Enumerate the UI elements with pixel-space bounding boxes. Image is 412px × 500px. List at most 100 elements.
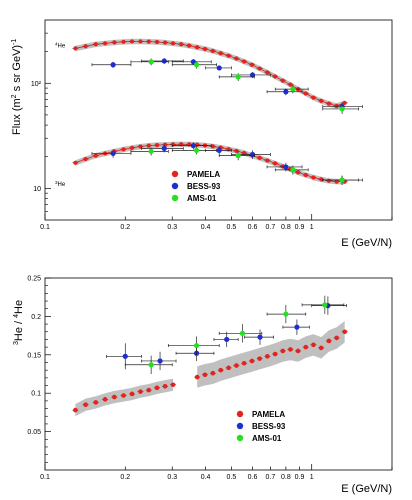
ratio-ams-01-point (193, 342, 200, 349)
flux-bess-93-point (110, 62, 116, 68)
flux-pamela-point (234, 56, 239, 61)
flux-bess-93-point (161, 145, 167, 152)
flux-pamela-point (342, 100, 347, 106)
flux-legend-marker (171, 170, 179, 178)
flux-x-tick-label: 0.4 (201, 224, 211, 231)
flux-pamela-point (102, 41, 108, 46)
flux-band-group (75, 38, 345, 185)
ratio-legend-label: BESS-93 (252, 422, 286, 431)
ratio-y-axis-label: 3He / 4He (13, 300, 25, 345)
flux-pamela-point (288, 82, 293, 87)
ratio-pamela-point (154, 385, 160, 391)
flux-pamela-point (162, 40, 168, 45)
flux-pamela-point (326, 101, 332, 106)
flux-bess-93-point (216, 65, 222, 71)
ratio-pamela-point (234, 363, 239, 368)
ratio-ylabel-sup2: 4 (13, 314, 20, 318)
flux-bess-93-point (216, 147, 222, 153)
flux-pamela-point (334, 179, 339, 184)
flux-pamela-line (75, 143, 345, 183)
ratio-pamela-point (138, 389, 143, 394)
flux-ylabel-main: Flux (m (11, 98, 23, 135)
flux-x-tick-label: 0.2 (120, 224, 130, 231)
flux-x-tick-label: 0.3 (167, 224, 177, 231)
flux-ams-01-point (148, 59, 154, 65)
flux-panel: 0.1 0.2 0.3 0.4 0.5 0.6 0.7 0.8 0.9 11010²4He3He … (11, 19, 393, 249)
flux-legend: PAMELA BESS-93 AMS-01 (171, 170, 221, 203)
ratio-pamela-point (129, 391, 135, 397)
ratio-pamela-point (272, 351, 278, 357)
flux-pamela-point (280, 78, 285, 83)
flux-isotope-label: 4He (55, 41, 66, 49)
ratio-panel: 0.1 0.2 0.3 0.4 0.5 0.6 0.7 0.8 0.9 1 0.05 0.1 0.15 0… (13, 276, 393, 495)
flux-pamela-point (257, 66, 262, 71)
ratio-legend-marker (236, 410, 244, 418)
ratio-y-tick-label: 0.05 (27, 429, 41, 436)
ratio-frame (44, 277, 393, 471)
ratio-x-tick-label: 0.7 (266, 474, 276, 481)
flux-pamela-point (303, 91, 308, 96)
flux-pamela-point (210, 144, 215, 149)
ratio-ams-01-point (322, 302, 328, 308)
isotope-mass: 4 (55, 41, 58, 46)
flux-pamela-point (112, 40, 117, 45)
ratio-y-tick-label: 0.2 (31, 314, 41, 321)
flux-pamela-point (257, 155, 262, 160)
flux-ylabel-sup2: -1 (11, 39, 18, 45)
flux-pamela-point (265, 70, 270, 75)
ratio-y-tick-label: 0.25 (27, 276, 41, 283)
ratio-pamela-point (83, 402, 88, 408)
flux-legend-marker (171, 194, 179, 202)
ratio-x-tick-label: 0.6 (248, 474, 258, 481)
flux-pamela-point (73, 160, 78, 165)
flux-pamela-point (265, 158, 270, 163)
flux-pamela-point (154, 39, 160, 45)
flux-ams-01-point (235, 153, 241, 159)
ratio-x-tick-label: 0.1 (40, 474, 50, 481)
flux-pamela-point (179, 42, 184, 47)
flux-pamela-point (121, 39, 126, 44)
ratio-pamela-point (280, 348, 286, 354)
flux-ams-01-point (193, 147, 200, 153)
flux-ams-01-point (193, 62, 200, 68)
isotope-mass: 3 (55, 180, 58, 185)
ratio-axes-group: 0.1 0.2 0.3 0.4 0.5 0.6 0.7 0.8 0.9 1 0.05 0.1 0.15 0… (27, 276, 393, 481)
flux-bess-93-point (110, 150, 116, 157)
flux-pamela-point (319, 98, 324, 103)
ratio-ams-01-point (283, 311, 289, 317)
ratio-pamela-point (241, 360, 247, 366)
flux-pamela-point (154, 143, 160, 148)
flux-bess-93-point (283, 89, 289, 95)
ratio-x-tick-label: 1 (310, 474, 314, 481)
ratio-ylabel-b: He (13, 300, 25, 314)
ratio-pamela-point (121, 393, 126, 398)
ratio-pamela-point (334, 335, 339, 341)
flux-x-tick-label: 0.7 (266, 224, 276, 231)
flux-pamela-point (187, 43, 192, 48)
flux-x-tick-label: 0.5 (227, 224, 237, 231)
flux-pamela-point (129, 145, 135, 150)
flux-y-axis-label: Flux (m2 s sr GeV)-1 (11, 39, 23, 135)
flux-pamela-point (242, 150, 247, 156)
ratio-pamela-point (218, 367, 224, 373)
flux-legend-label: AMS-01 (187, 194, 217, 203)
ratio-ylabel-a: He / (13, 318, 25, 341)
ratio-pamela-point (112, 394, 117, 400)
flux-pamela-point (138, 144, 143, 149)
ratio-legend-label: AMS-01 (252, 434, 282, 443)
ratio-pamela-point (146, 387, 152, 393)
ratio-bess-93-point (224, 336, 230, 343)
flux-series-group (72, 39, 363, 185)
flux-pamela-point (272, 161, 278, 166)
flux-pamela-point (311, 95, 316, 100)
ratio-band-high (197, 321, 345, 388)
flux-pamela-point (334, 103, 339, 108)
ratio-pamela-point (202, 372, 208, 378)
ratio-x-axis-label: E (GeV/N) (341, 483, 392, 495)
flux-he4-band (75, 38, 345, 109)
flux-pamela-point (226, 53, 231, 58)
flux-ylabel-sup1: 2 (11, 94, 18, 98)
ratio-pamela-point (226, 365, 231, 371)
flux-pamela-point (146, 143, 151, 148)
flux-bess-93-point (190, 143, 196, 149)
